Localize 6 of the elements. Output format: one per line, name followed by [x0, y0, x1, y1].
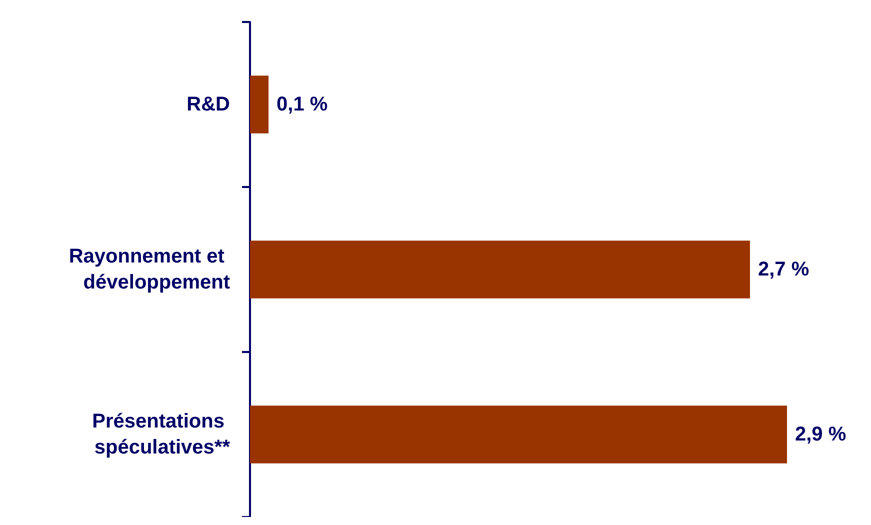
data-label: 2,7 % — [758, 258, 810, 280]
data-label: 0,1 % — [276, 94, 328, 116]
y-tick-label: Présentations spéculatives** — [92, 410, 230, 458]
y-tick-label: R&D — [186, 94, 230, 116]
y-tick-label: Rayonnement et développement — [68, 246, 230, 294]
data-label: 2,9 % — [795, 424, 846, 446]
